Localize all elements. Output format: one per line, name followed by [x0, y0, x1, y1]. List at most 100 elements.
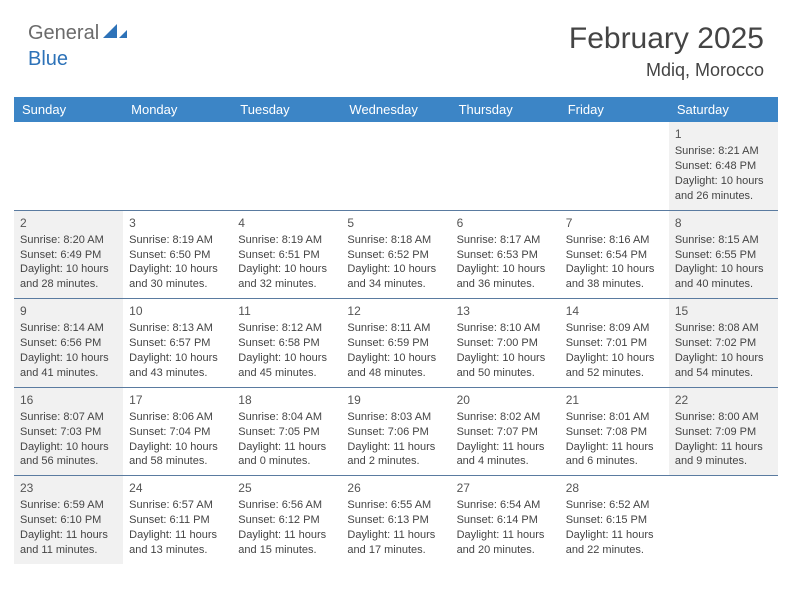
day-daylight2: and 15 minutes.: [238, 543, 335, 558]
header: General February 2025 Mdiq, Morocco: [0, 0, 792, 91]
day-cell: 18Sunrise: 8:04 AMSunset: 7:05 PMDayligh…: [232, 388, 341, 476]
day-daylight2: and 26 minutes.: [675, 189, 772, 204]
day-cell: 11 Sunrise: 8:12 AMSunset: 6:58 PMDayligh…: [232, 299, 341, 387]
day-cell: 3Sunrise: 8:19 AMSunset: 6:50 PMDaylight…: [123, 211, 232, 299]
day-cell: 15Sunrise: 8:08 AMSunset: 7:02 PMDayligh…: [669, 299, 778, 387]
day-cell: 21Sunrise: 8:01 AMSunset: 7:08 PMDayligh…: [560, 388, 669, 476]
day-daylight1: Daylight: 11 hours: [129, 528, 226, 543]
weekday-monday: Monday: [123, 97, 232, 122]
day-sunset: Sunset: 6:14 PM: [457, 513, 554, 528]
day-sunrise: Sunrise: 6:55 AM: [347, 498, 444, 513]
day-number: 9: [20, 303, 117, 319]
empty-cell: [560, 122, 669, 210]
day-daylight2: and 58 minutes.: [129, 454, 226, 469]
day-sunrise: Sunrise: 8:14 AM: [20, 321, 117, 336]
day-number: 14: [566, 303, 663, 319]
day-number: 25: [238, 480, 335, 496]
day-daylight2: and 11 minutes.: [20, 543, 117, 558]
day-daylight1: Daylight: 10 hours: [129, 262, 226, 277]
day-sunset: Sunset: 6:52 PM: [347, 248, 444, 263]
week-row: 2Sunrise: 8:20 AMSunset: 6:49 PMDaylight…: [14, 210, 778, 299]
day-sunset: Sunset: 6:51 PM: [238, 248, 335, 263]
day-daylight2: and 52 minutes.: [566, 366, 663, 381]
day-sunset: Sunset: 6:49 PM: [20, 248, 117, 263]
day-cell: 9Sunrise: 8:14 AMSunset: 6:56 PMDaylight…: [14, 299, 123, 387]
day-sunrise: Sunrise: 8:19 AM: [238, 233, 335, 248]
day-daylight1: Daylight: 10 hours: [347, 351, 444, 366]
day-number: 26: [347, 480, 444, 496]
day-sunrise: Sunrise: 8:03 AM: [347, 410, 444, 425]
day-sunset: Sunset: 6:58 PM: [238, 336, 335, 351]
day-daylight2: and 2 minutes.: [347, 454, 444, 469]
day-number: 5: [347, 215, 444, 231]
weekday-tuesday: Tuesday: [232, 97, 341, 122]
day-sunset: Sunset: 6:13 PM: [347, 513, 444, 528]
day-sunset: Sunset: 7:04 PM: [129, 425, 226, 440]
brand-logo: General: [28, 22, 129, 45]
day-number: 23: [20, 480, 117, 496]
day-number: 10: [129, 303, 226, 319]
day-number: 6: [457, 215, 554, 231]
empty-cell: [669, 476, 778, 564]
day-number: 12: [347, 303, 444, 319]
day-daylight2: and 36 minutes.: [457, 277, 554, 292]
day-daylight2: and 30 minutes.: [129, 277, 226, 292]
day-daylight2: and 34 minutes.: [347, 277, 444, 292]
day-sunrise: Sunrise: 8:00 AM: [675, 410, 772, 425]
day-sunset: Sunset: 7:02 PM: [675, 336, 772, 351]
weekday-thursday: Thursday: [451, 97, 560, 122]
day-sunset: Sunset: 7:06 PM: [347, 425, 444, 440]
day-sunrise: Sunrise: 8:17 AM: [457, 233, 554, 248]
day-daylight1: Daylight: 10 hours: [675, 262, 772, 277]
day-daylight1: Daylight: 11 hours: [347, 440, 444, 455]
calendar-body: 1Sunrise: 8:21 AMSunset: 6:48 PMDaylight…: [14, 122, 778, 564]
day-daylight1: Daylight: 10 hours: [20, 351, 117, 366]
day-daylight1: Daylight: 11 hours: [238, 440, 335, 455]
day-sunrise: Sunrise: 8:07 AM: [20, 410, 117, 425]
day-cell: 25Sunrise: 6:56 AMSunset: 6:12 PMDayligh…: [232, 476, 341, 564]
location-label: Mdiq, Morocco: [569, 60, 764, 81]
day-sunrise: Sunrise: 8:11 AM: [347, 321, 444, 336]
day-number: 17: [129, 392, 226, 408]
day-sunrise: Sunrise: 8:06 AM: [129, 410, 226, 425]
day-daylight1: Daylight: 10 hours: [20, 262, 117, 277]
day-daylight2: and 45 minutes.: [238, 366, 335, 381]
day-daylight1: Daylight: 10 hours: [129, 351, 226, 366]
day-sunset: Sunset: 6:12 PM: [238, 513, 335, 528]
brand-text-part1: General: [28, 22, 99, 45]
day-sunset: Sunset: 6:15 PM: [566, 513, 663, 528]
day-cell: 6Sunrise: 8:17 AMSunset: 6:53 PMDaylight…: [451, 211, 560, 299]
day-cell: 26Sunrise: 6:55 AMSunset: 6:13 PMDayligh…: [341, 476, 450, 564]
day-cell: 24Sunrise: 6:57 AMSunset: 6:11 PMDayligh…: [123, 476, 232, 564]
day-daylight2: and 38 minutes.: [566, 277, 663, 292]
day-sunrise: Sunrise: 8:21 AM: [675, 144, 772, 159]
day-number: 11: [238, 303, 335, 319]
day-number: 22: [675, 392, 772, 408]
day-sunrise: Sunrise: 6:56 AM: [238, 498, 335, 513]
day-cell: 7Sunrise: 8:16 AMSunset: 6:54 PMDaylight…: [560, 211, 669, 299]
week-row: 23Sunrise: 6:59 AMSunset: 6:10 PMDayligh…: [14, 475, 778, 564]
day-sunrise: Sunrise: 6:59 AM: [20, 498, 117, 513]
day-daylight1: Daylight: 10 hours: [20, 440, 117, 455]
day-daylight1: Daylight: 10 hours: [457, 262, 554, 277]
brand-text-part2: Blue: [28, 48, 68, 70]
empty-cell: [123, 122, 232, 210]
day-cell: 10Sunrise: 8:13 AMSunset: 6:57 PMDayligh…: [123, 299, 232, 387]
day-sunset: Sunset: 7:05 PM: [238, 425, 335, 440]
day-sunset: Sunset: 6:59 PM: [347, 336, 444, 351]
day-cell: 5Sunrise: 8:18 AMSunset: 6:52 PMDaylight…: [341, 211, 450, 299]
day-sunset: Sunset: 7:09 PM: [675, 425, 772, 440]
day-daylight1: Daylight: 10 hours: [238, 351, 335, 366]
day-daylight2: and 32 minutes.: [238, 277, 335, 292]
empty-cell: [232, 122, 341, 210]
day-sunrise: Sunrise: 8:12 AM: [238, 321, 335, 336]
day-daylight2: and 56 minutes.: [20, 454, 117, 469]
day-daylight2: and 22 minutes.: [566, 543, 663, 558]
day-daylight1: Daylight: 10 hours: [675, 351, 772, 366]
day-cell: 23Sunrise: 6:59 AMSunset: 6:10 PMDayligh…: [14, 476, 123, 564]
day-cell: 2Sunrise: 8:20 AMSunset: 6:49 PMDaylight…: [14, 211, 123, 299]
day-cell: 13Sunrise: 8:10 AMSunset: 7:00 PMDayligh…: [451, 299, 560, 387]
day-sunrise: Sunrise: 8:16 AM: [566, 233, 663, 248]
month-title: February 2025: [569, 22, 764, 56]
day-number: 3: [129, 215, 226, 231]
